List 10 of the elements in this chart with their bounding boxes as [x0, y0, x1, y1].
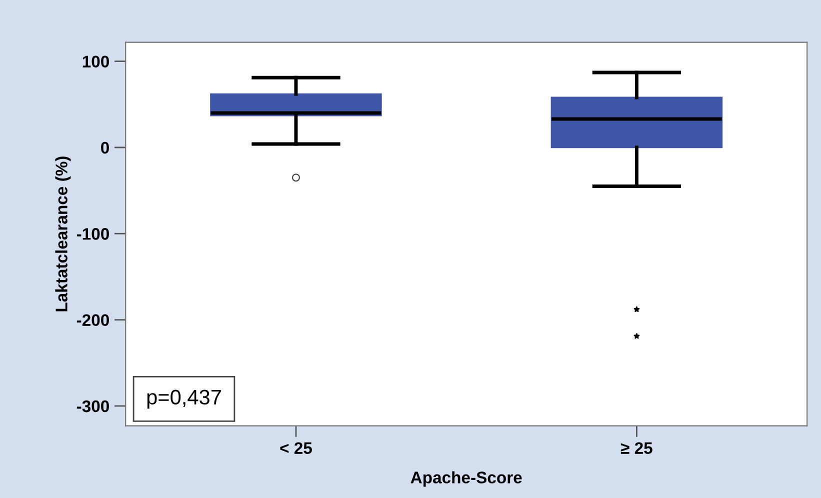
x-tick-label: ≥ 25 — [620, 442, 652, 454]
y-tick-label: -200 — [76, 314, 109, 326]
x-axis-title: Apache-Score — [410, 471, 522, 487]
y-axis-title: Laktatclearance (%) — [55, 156, 71, 312]
y-tick-label: -100 — [76, 228, 109, 240]
y-tick-label: -300 — [76, 400, 109, 412]
x-tick-label: < 25 — [280, 442, 312, 454]
y-tick-label: 100 — [82, 56, 109, 68]
annotation: p=0,437 — [147, 390, 221, 409]
y-tick-label: 0 — [101, 142, 109, 154]
